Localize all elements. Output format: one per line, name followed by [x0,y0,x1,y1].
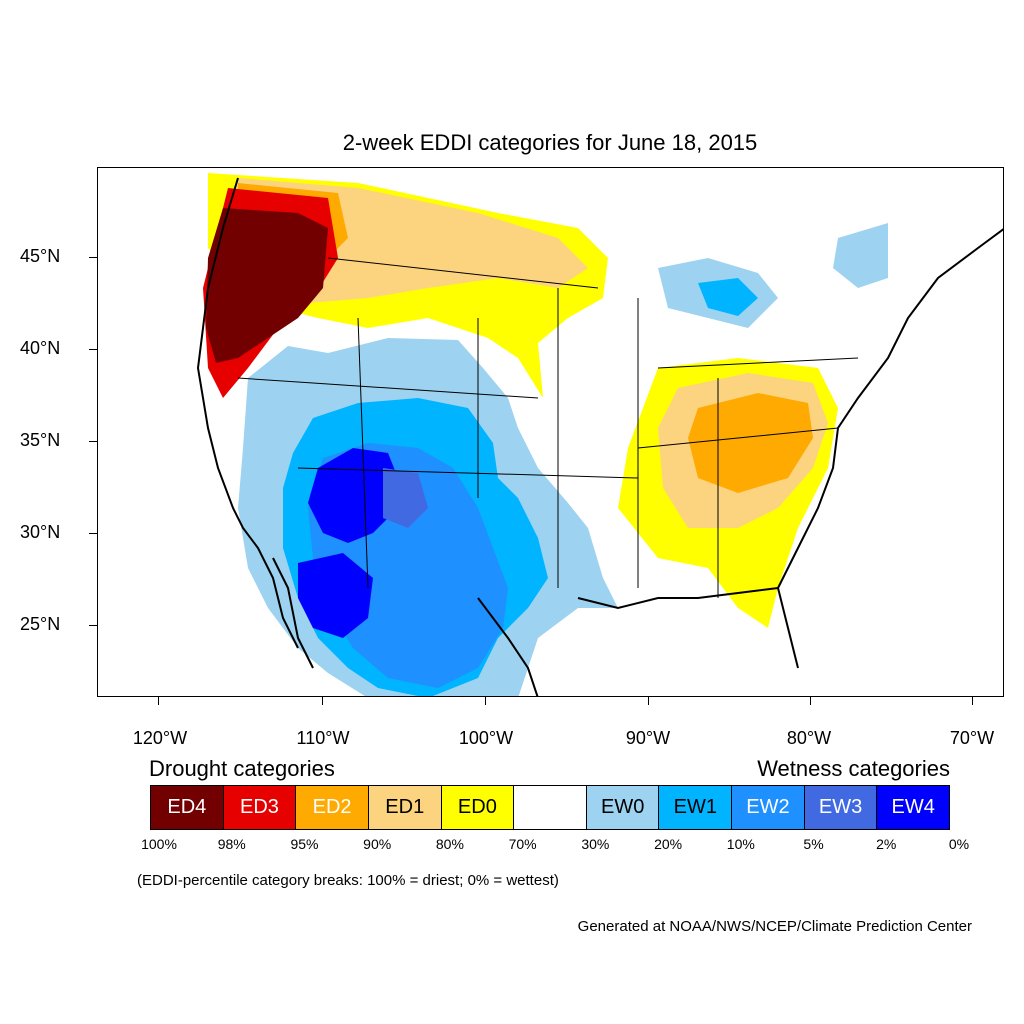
percentile-label: 100% [141,836,177,852]
lon-tick-100 [485,697,486,705]
percentile-label: 2% [876,836,897,852]
lon-label-120: 120°W [132,728,188,748]
lat-label-40: 40°N [20,338,61,358]
lon-label-100: 100°W [458,728,514,748]
legend-box-ew2: EW2 [732,786,805,829]
lat-label-45: 45°N [20,246,61,266]
percentile-label: 70% [508,836,537,852]
legend-box-ed2: ED2 [296,786,369,829]
state-boundaries [237,257,859,598]
percentile-label: 98% [217,836,246,852]
lat-tick-35 [89,441,97,442]
lat-label-30: 30°N [20,522,61,542]
eddi-map-graphic [196,173,1003,696]
wet-region-ew3 [383,468,428,528]
legend-box-ed3: ED3 [223,786,297,829]
lat-tick-45 [89,257,97,258]
wet-region-ew4 [308,448,398,543]
drought-heading: Drought categories [149,756,335,781]
eddi-map [97,167,1004,697]
legend-box-ed1: ED1 [368,786,442,829]
percentile-label: 90% [363,836,392,852]
percentile-label: 20% [654,836,683,852]
lat-label-35: 35°N [20,430,61,450]
dry-region-ed2 [688,393,813,493]
lon-label-110: 110°W [296,728,350,748]
legend-box-ed4: ED4 [151,786,224,829]
wet-region-northeast [833,223,888,288]
percentile-label: 10% [726,836,755,852]
percentile-label: 80% [435,836,464,852]
lon-label-70: 70°W [949,728,995,748]
dry-region-ed4 [206,208,328,363]
credit-line: Generated at NOAA/NWS/NCEP/Climate Predi… [577,918,972,935]
percentile-label: 0% [948,836,970,852]
category-note: (EDDI-percentile category breaks: 100% =… [137,872,559,889]
map-title: 2-week EDDI categories for June 18, 2015 [342,130,758,155]
legend-box-ew0: EW0 [586,786,660,829]
lat-tick-30 [89,533,97,534]
legend-box-ew1: EW1 [659,786,733,829]
lon-tick-80 [810,697,811,705]
legend-box-ew4: EW4 [877,786,950,829]
legend-box-neutral [514,786,587,829]
lon-label-90: 90°W [625,728,671,748]
lon-tick-110 [322,697,323,705]
legend-box-ew3: EW3 [804,786,878,829]
percentile-label: 30% [581,836,610,852]
lon-tick-120 [158,697,159,705]
legend-box-ed0: ED0 [441,786,515,829]
lat-label-25: 25°N [20,614,61,634]
lat-tick-40 [89,349,97,350]
lon-tick-70 [972,697,973,705]
wetness-heading: Wetness categories [757,756,950,781]
percentile-label: 95% [290,836,319,852]
percentile-label: 5% [803,836,824,852]
wet-region-great-lakes-ew1 [698,278,758,316]
legend-color-bar: ED4 ED3 ED2 ED1 ED0 EW0 EW1 EW2 EW3 EW4 [150,785,950,830]
coastline-lines [196,177,1003,696]
lon-tick-90 [648,697,649,705]
lon-label-80: 80°W [786,728,832,748]
lat-tick-25 [89,625,97,626]
wet-region-ew4-south [298,553,373,638]
